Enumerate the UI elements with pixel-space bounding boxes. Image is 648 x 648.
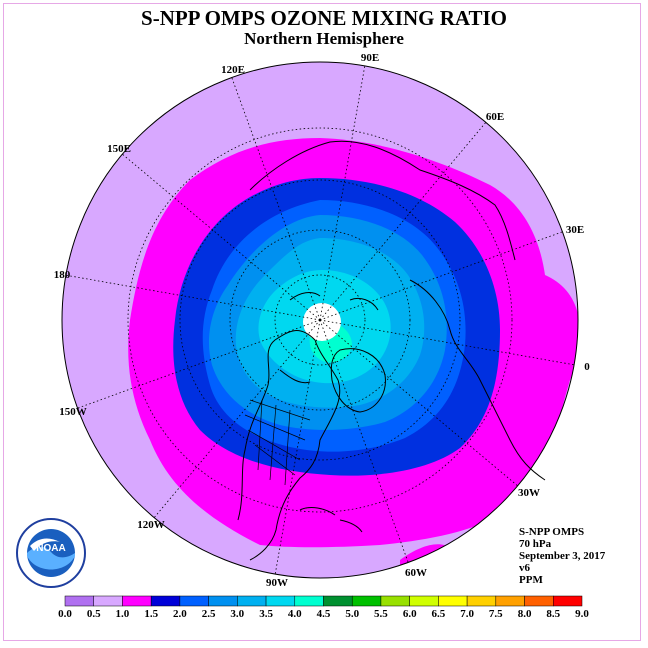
colorbar-swatch <box>409 595 439 607</box>
lon-label-60w: 60W <box>405 567 427 579</box>
us-state-grid <box>244 399 311 486</box>
colorbar-swatch <box>265 595 296 607</box>
colorbar-tick-label: 3.5 <box>259 608 273 620</box>
lon-label-120w: 120W <box>137 519 165 531</box>
lon-label-150e: 150E <box>107 143 131 155</box>
colorbar-tick-label: 7.0 <box>460 608 474 620</box>
colorbar-tick-label: 4.5 <box>316 608 331 620</box>
meridian-line <box>319 319 575 366</box>
colorbar-tick-label: 2.0 <box>173 608 187 620</box>
colorbar-tick-label: 5.0 <box>345 608 360 620</box>
colorbar-swatch <box>237 595 267 607</box>
colorbar-tick-label: 9.0 <box>575 608 589 620</box>
meridian-line <box>319 122 487 321</box>
colorbar <box>64 595 583 607</box>
lon-label-60e: 60E <box>486 111 504 123</box>
meridians <box>65 65 575 575</box>
lon-label-0: 0 <box>584 361 590 373</box>
meridian-line <box>231 77 321 321</box>
noaa-logo-text: NOAA <box>36 543 65 554</box>
map-boundary <box>61 61 579 579</box>
info-date: September 3, 2017 <box>519 550 606 562</box>
coastline-europe <box>409 279 546 481</box>
colorbar-swatch <box>93 595 123 607</box>
coastline-asia <box>249 140 516 261</box>
colorbar-tick-label: 6.0 <box>402 608 417 620</box>
info-units: PPM <box>519 574 543 586</box>
colorbar-swatch <box>64 595 94 607</box>
colorbar-swatch <box>466 595 497 607</box>
coastlines <box>237 140 546 561</box>
colorbar-tick-label: 8.5 <box>546 608 561 620</box>
colorbar-tick-label: 0.0 <box>58 608 72 620</box>
colorbar-swatch <box>380 595 410 607</box>
info-instrument: S-NPP OMPS <box>519 526 585 538</box>
colorbar-tick-label: 7.5 <box>488 608 503 620</box>
coastline-greenland <box>330 348 386 413</box>
graticule <box>127 127 513 513</box>
info-pressure-level: 70 hPa <box>519 538 552 550</box>
lon-label-180: 180 <box>54 269 71 281</box>
colorbar-tick-label: 3.0 <box>230 608 245 620</box>
lon-label-90w: 90W <box>266 577 288 589</box>
noaa-logo: NOAA <box>16 518 86 588</box>
info-version: v6 <box>519 562 530 574</box>
colorbar-swatch <box>179 595 209 607</box>
lon-label-150w: 150W <box>59 406 87 418</box>
meridian-line <box>319 65 366 321</box>
colorbar-swatch <box>524 595 554 607</box>
meridian-line <box>319 319 409 563</box>
lon-label-90e: 90E <box>361 52 379 64</box>
colorbar-swatch <box>438 595 468 607</box>
lon-label-120e: 120E <box>221 64 245 76</box>
coastline-north-america <box>237 330 341 561</box>
lon-label-30e: 30E <box>566 224 584 236</box>
meridian-line <box>122 153 321 321</box>
colorbar-tick-label: 6.5 <box>431 608 446 620</box>
polar-data-gap <box>303 303 341 341</box>
colorbar-swatch <box>122 595 152 607</box>
meridian-line <box>319 319 518 487</box>
colorbar-tick-label: 1.5 <box>144 608 159 620</box>
meridian-line <box>319 231 563 321</box>
coastline-caribbean <box>299 507 363 533</box>
colorbar-swatch <box>351 595 382 607</box>
colorbar-tick-label: 8.0 <box>517 608 532 620</box>
colorbar-swatch <box>323 595 353 607</box>
colorbar-tick-label: 5.5 <box>374 608 388 620</box>
colorbar-swatch <box>553 595 583 607</box>
coastline-arctic-islands <box>279 292 379 384</box>
map-subtitle: Northern Hemisphere <box>244 29 404 48</box>
colorbar-swatch <box>495 595 525 607</box>
figure-frame <box>3 3 641 641</box>
meridian-line <box>274 319 321 575</box>
colorbar-swatch <box>150 595 181 607</box>
colorbar-tick-label: 0.5 <box>86 608 101 620</box>
lon-label-30w: 30W <box>518 487 540 499</box>
colorbar-tick-label: 2.5 <box>201 608 216 620</box>
meridian-line <box>65 274 321 321</box>
colorbar-swatch <box>208 595 238 607</box>
colorbar-swatch <box>294 595 324 607</box>
meridian-line <box>153 319 321 518</box>
map-title: S-NPP OMPS OZONE MIXING RATIO <box>141 6 507 30</box>
meridian-line <box>77 319 321 409</box>
colorbar-tick-label: 4.0 <box>287 608 302 620</box>
colorbar-tick-label: 1.0 <box>115 608 130 620</box>
